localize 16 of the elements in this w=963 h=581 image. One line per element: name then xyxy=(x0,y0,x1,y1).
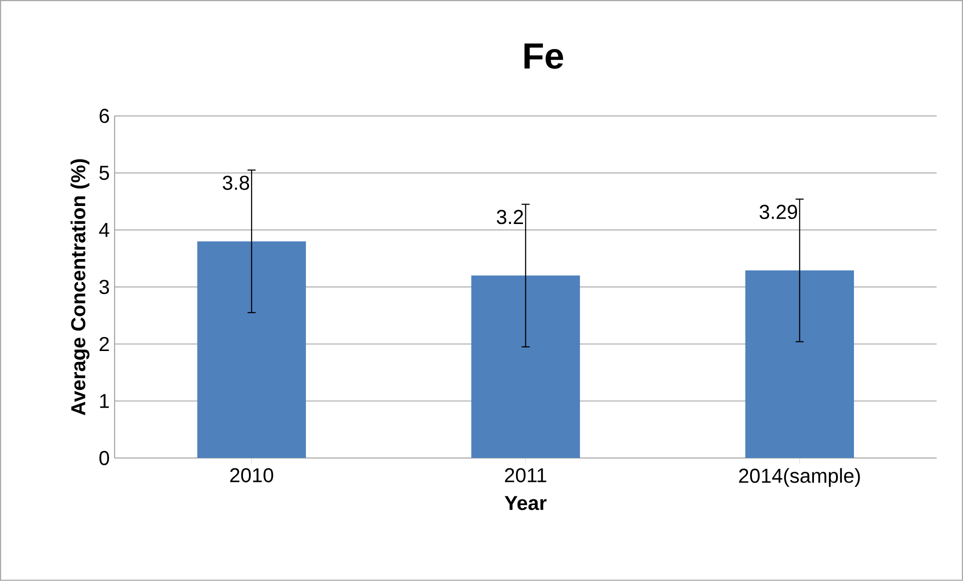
y-tick-label: 3 xyxy=(99,280,109,294)
x-tick-label: 2010 xyxy=(230,468,274,482)
x-tick-label: 2011 xyxy=(504,468,546,482)
y-tick-label: 4 xyxy=(99,223,110,237)
chart-title: Fe xyxy=(524,44,564,69)
y-tick-label: 2 xyxy=(100,337,109,352)
y-tick-label: 1 xyxy=(100,394,109,408)
x-axis-title: Year xyxy=(504,496,547,510)
y-tick-label: 6 xyxy=(100,108,109,124)
y-axis-title: Average Concentration (%) xyxy=(70,159,90,416)
data-label: 3.29 xyxy=(760,204,798,220)
data-label: 3.2 xyxy=(496,210,523,224)
x-tick-label: 2014(sample) xyxy=(739,468,860,487)
data-label: 3.8 xyxy=(222,176,250,190)
y-tick-label: 5 xyxy=(99,166,109,180)
y-tick-label: 0 xyxy=(99,450,110,466)
